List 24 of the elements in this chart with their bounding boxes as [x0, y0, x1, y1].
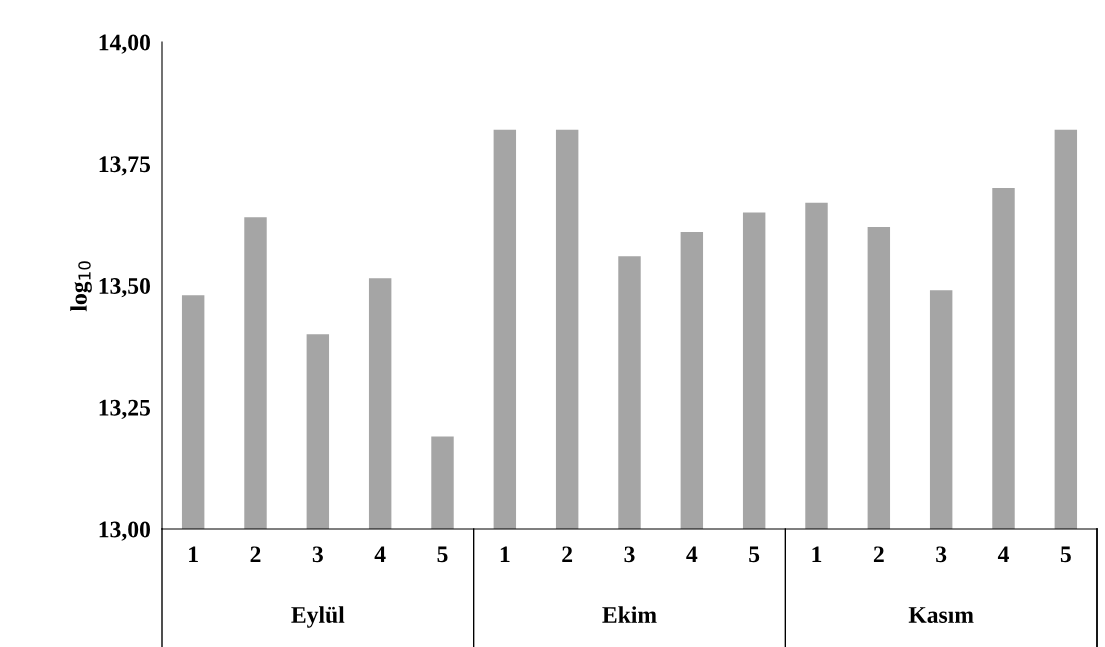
text: Kasım [908, 607, 974, 623]
x-tick-label: 5 [1060, 546, 1071, 563]
x-tick-label: 2 [562, 546, 573, 563]
x-tick-label: 4 [374, 546, 386, 563]
x-tick-label: 3 [936, 546, 947, 563]
text: Ekim [602, 606, 657, 623]
y-tick-label: 13,75 [99, 156, 151, 176]
y-axis-title: log$_{10}$ [70, 261, 92, 312]
x-tick-label: 3 [624, 546, 635, 563]
y-tick-label: 13,00 [99, 521, 150, 541]
y-tick-label: 14,00 [99, 34, 150, 54]
x-tick-label: 2 [873, 546, 884, 563]
x-tick-label: 1 [500, 546, 510, 563]
y-tick-label: 13,25 [99, 399, 151, 420]
x-tick-label: 4 [997, 546, 1009, 563]
x-tick-label: 2 [250, 546, 261, 563]
x-tick-label: 1 [189, 546, 198, 563]
x-tick-label: 3 [312, 546, 323, 563]
x-tick-label: 5 [437, 546, 448, 563]
x-tick-label: 4 [686, 546, 698, 563]
x-tick-label: 1 [812, 546, 822, 563]
text: Eylül [291, 606, 345, 628]
x-tick-label: 5 [749, 546, 760, 563]
y-tick-label: 13,50 [99, 277, 150, 298]
